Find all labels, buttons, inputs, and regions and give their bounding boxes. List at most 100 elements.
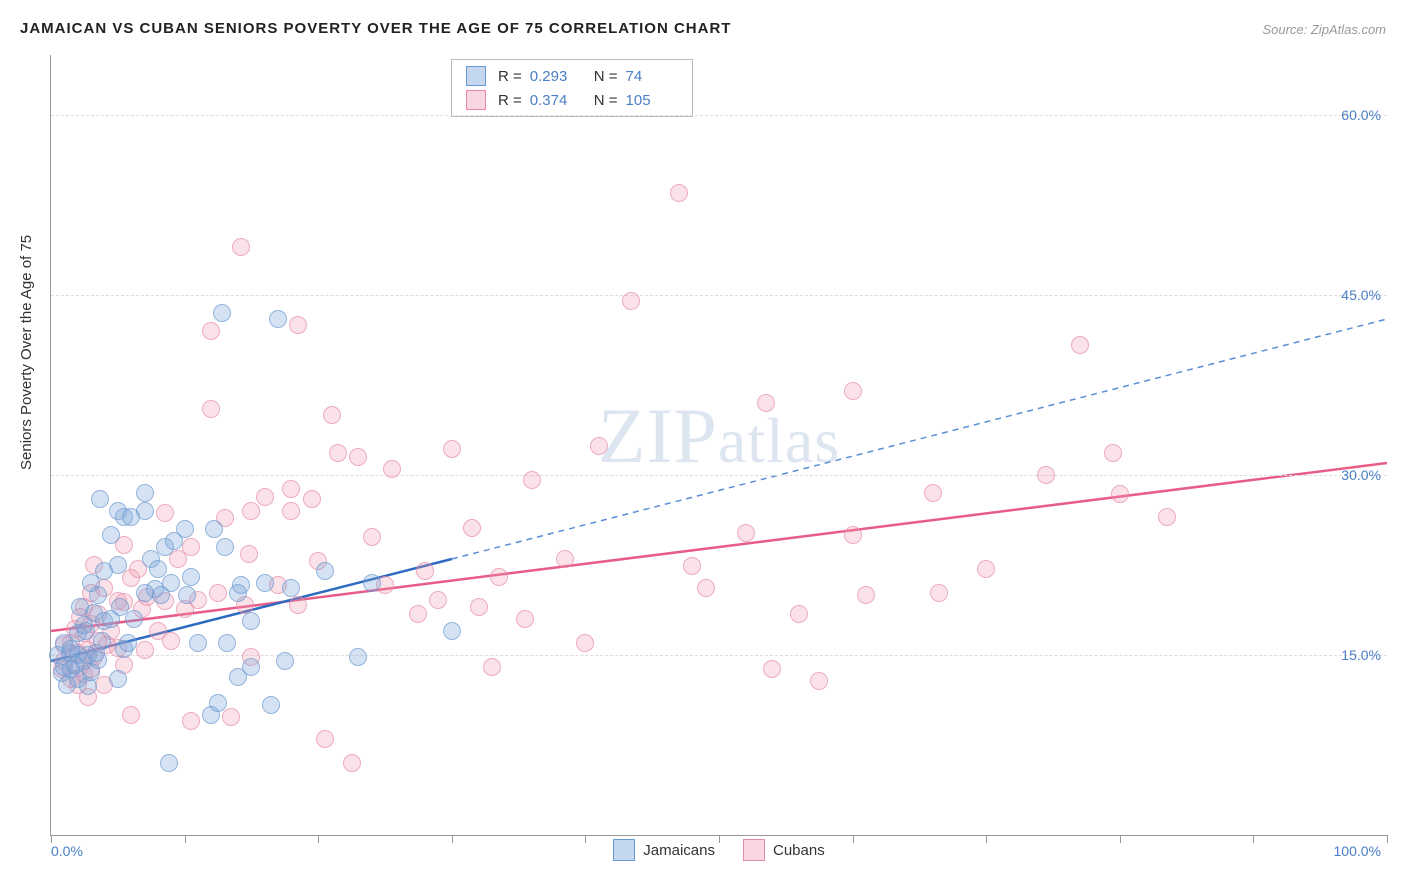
- data-point: [289, 596, 307, 614]
- data-point: [416, 562, 434, 580]
- data-point: [523, 471, 541, 489]
- stats-row-jamaicans: R = 0.293 N = 74: [452, 64, 692, 88]
- data-point: [125, 610, 143, 628]
- data-point: [93, 632, 111, 650]
- data-point: [924, 484, 942, 502]
- r-value-jamaicans: 0.293: [530, 68, 582, 85]
- data-point: [443, 440, 461, 458]
- data-point: [316, 562, 334, 580]
- data-point: [757, 394, 775, 412]
- x-tick: [1253, 835, 1254, 843]
- x-tick-label: 0.0%: [51, 843, 83, 859]
- data-point: [218, 634, 236, 652]
- x-tick: [185, 835, 186, 843]
- data-point: [429, 591, 447, 609]
- plot-area: ZIPatlas R = 0.293 N = 74 R = 0.374 N = …: [50, 55, 1387, 836]
- x-tick: [853, 835, 854, 843]
- data-point: [343, 754, 361, 772]
- data-point: [1158, 508, 1176, 526]
- data-point: [323, 406, 341, 424]
- data-point: [136, 484, 154, 502]
- data-point: [202, 400, 220, 418]
- data-point: [232, 576, 250, 594]
- legend-swatch-cubans-icon: [743, 839, 765, 861]
- data-point: [109, 670, 127, 688]
- data-point: [483, 658, 501, 676]
- y-tick-label: 45.0%: [1341, 287, 1381, 303]
- data-point: [222, 708, 240, 726]
- data-point: [189, 634, 207, 652]
- data-point: [109, 556, 127, 574]
- data-point: [930, 584, 948, 602]
- data-point: [209, 694, 227, 712]
- data-point: [622, 292, 640, 310]
- data-point: [1104, 444, 1122, 462]
- data-point: [162, 574, 180, 592]
- swatch-jamaicans-icon: [466, 66, 486, 86]
- data-point: [242, 658, 260, 676]
- y-tick-label: 60.0%: [1341, 107, 1381, 123]
- data-point: [89, 586, 107, 604]
- data-point: [363, 574, 381, 592]
- data-point: [409, 605, 427, 623]
- data-point: [276, 652, 294, 670]
- n-value-cubans: 105: [626, 92, 678, 109]
- data-point: [289, 316, 307, 334]
- data-point: [490, 568, 508, 586]
- data-point: [844, 526, 862, 544]
- x-tick: [719, 835, 720, 843]
- data-point: [349, 448, 367, 466]
- data-point: [176, 520, 194, 538]
- regression-lines: [51, 55, 1387, 835]
- data-point: [576, 634, 594, 652]
- data-point: [182, 538, 200, 556]
- data-point: [282, 480, 300, 498]
- data-point: [256, 574, 274, 592]
- data-point: [162, 632, 180, 650]
- x-tick: [1387, 835, 1388, 843]
- x-tick: [986, 835, 987, 843]
- data-point: [329, 444, 347, 462]
- data-point: [242, 502, 260, 520]
- data-point: [1071, 336, 1089, 354]
- x-tick-label: 100.0%: [1334, 843, 1381, 859]
- data-point: [1111, 485, 1129, 503]
- data-point: [269, 310, 287, 328]
- gridline: [51, 475, 1387, 476]
- x-tick: [452, 835, 453, 843]
- data-point: [470, 598, 488, 616]
- data-point: [857, 586, 875, 604]
- data-point: [136, 502, 154, 520]
- x-tick: [585, 835, 586, 843]
- data-point: [443, 622, 461, 640]
- y-tick-label: 15.0%: [1341, 647, 1381, 663]
- data-point: [178, 586, 196, 604]
- source-label: Source: ZipAtlas.com: [1262, 22, 1386, 37]
- data-point: [91, 490, 109, 508]
- data-point: [316, 730, 334, 748]
- legend-label-jamaicans: Jamaicans: [643, 842, 715, 859]
- chart-title: JAMAICAN VS CUBAN SENIORS POVERTY OVER T…: [20, 20, 731, 37]
- data-point: [232, 238, 250, 256]
- data-point: [844, 382, 862, 400]
- x-tick: [51, 835, 52, 843]
- data-point: [216, 538, 234, 556]
- y-axis-label: Seniors Poverty Over the Age of 75: [18, 235, 35, 470]
- correlation-stats-box: R = 0.293 N = 74 R = 0.374 N = 105: [451, 59, 693, 117]
- data-point: [156, 504, 174, 522]
- data-point: [262, 696, 280, 714]
- data-point: [182, 568, 200, 586]
- gridline: [51, 115, 1387, 116]
- data-point: [383, 460, 401, 478]
- data-point: [763, 660, 781, 678]
- data-point: [119, 634, 137, 652]
- data-point: [683, 557, 701, 575]
- data-point: [349, 648, 367, 666]
- data-point: [697, 579, 715, 597]
- data-point: [737, 524, 755, 542]
- stats-row-cubans: R = 0.374 N = 105: [452, 88, 692, 112]
- data-point: [303, 490, 321, 508]
- data-point: [77, 622, 95, 640]
- gridline: [51, 295, 1387, 296]
- data-point: [590, 437, 608, 455]
